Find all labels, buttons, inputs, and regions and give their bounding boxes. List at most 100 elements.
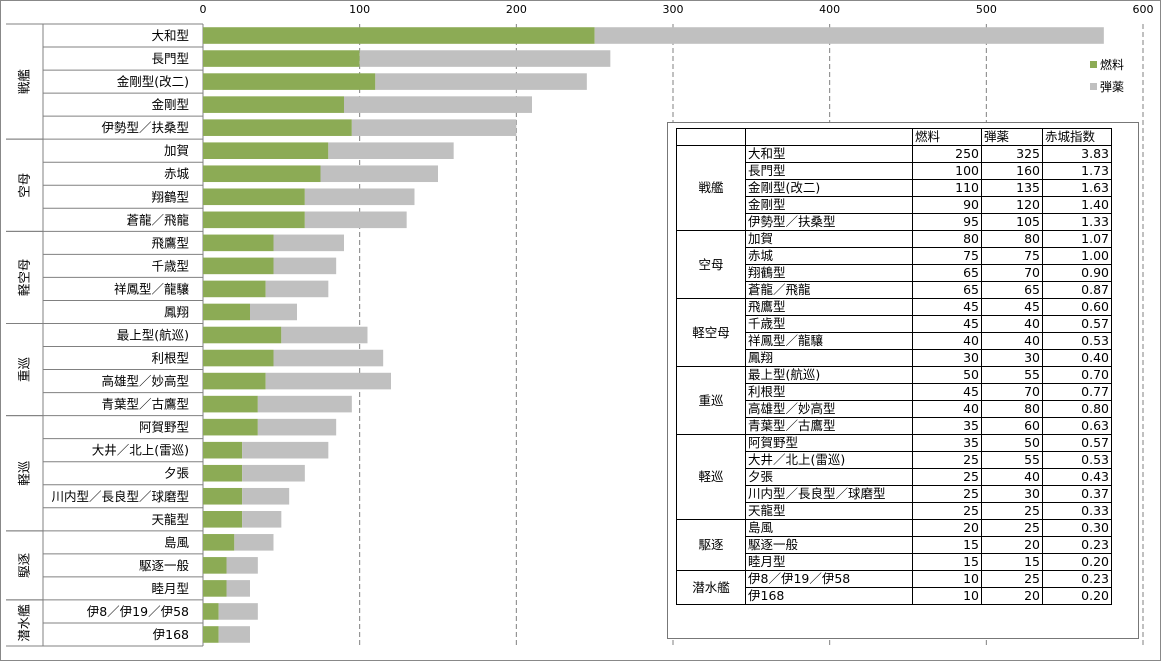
table-fuel-cell: 15: [912, 536, 982, 554]
bar-fuel: [203, 165, 321, 183]
category-label: 夕張: [164, 466, 190, 481]
table-ammo-cell: 55: [981, 366, 1043, 384]
bar-fuel: [203, 280, 266, 298]
table-name-cell: 川内型／長良型／球磨型: [745, 485, 913, 503]
table-row: 睦月型 15 15 0.20: [677, 553, 1112, 571]
table-ammo-cell: 60: [981, 417, 1043, 435]
table-ammo-cell: 55: [981, 451, 1043, 469]
table-fuel-cell: 25: [912, 502, 982, 520]
table-ammo-cell: 25: [981, 570, 1043, 588]
table-name-cell: 夕張: [745, 468, 913, 486]
bar-fuel: [203, 73, 376, 90]
table-fuel-cell: 40: [912, 400, 982, 418]
bar-fuel: [203, 418, 258, 436]
bar-ammo: [218, 603, 258, 620]
bar-fuel: [203, 211, 305, 229]
table-row: 金剛型(改二) 110 135 1.63: [677, 179, 1112, 197]
table-name-cell: 大和型: [745, 145, 913, 163]
bar-ammo: [273, 234, 344, 252]
group-label: 空母: [17, 173, 32, 198]
table-fuel-cell: 45: [912, 298, 982, 316]
bar-ammo: [594, 27, 1104, 44]
bar-fuel: [203, 580, 227, 597]
table-ammo-cell: 40: [981, 315, 1043, 333]
table-ammo-cell: 75: [981, 247, 1043, 265]
bar-ammo: [328, 142, 454, 159]
table-name-cell: 最上型(航巡): [745, 366, 913, 384]
table-name-cell: 青葉型／古鷹型: [745, 417, 913, 435]
table-row: 潜水艦 伊8／伊19／伊58 10 25 0.23: [676, 570, 1112, 605]
table-name-cell: 蒼龍／飛龍: [745, 281, 913, 299]
category-label: 天龍型: [151, 512, 189, 527]
table-header-fuel: 燃料: [912, 128, 982, 146]
table-ammo-cell: 325: [981, 145, 1043, 163]
table-fuel-cell: 100: [912, 162, 982, 180]
bar-ammo: [375, 73, 587, 90]
table-fuel-cell: 35: [912, 417, 982, 435]
table-index-cell: 0.87: [1042, 281, 1112, 299]
table-name-cell: 大井／北上(雷巡): [745, 451, 913, 469]
bar-fuel: [203, 119, 352, 136]
table-row: 軽巡 阿賀野型 35 50 0.57: [676, 434, 1112, 520]
table-fuel-cell: 50: [912, 366, 982, 384]
bar-fuel: [203, 188, 305, 206]
table-row: 重巡 最上型(航巡) 50 55 0.70: [676, 366, 1112, 435]
table-ammo-cell: 30: [981, 349, 1043, 367]
x-tick-label: 100: [349, 3, 370, 16]
bar-fuel: [203, 50, 360, 67]
table-fuel-cell: 45: [912, 383, 982, 401]
table-fuel-cell: 65: [912, 281, 982, 299]
bar-ammo: [242, 441, 329, 459]
bar-ammo: [226, 580, 250, 597]
category-label: 飛鷹型: [151, 235, 189, 250]
table-name-cell: 翔鶴型: [745, 264, 913, 282]
legend-label-ammo: 弾薬: [1100, 79, 1125, 94]
table-fuel-cell: 40: [912, 332, 982, 350]
table-index-cell: 1.63: [1042, 179, 1112, 197]
table-group-cell: 空母: [676, 230, 746, 299]
category-label: 睦月型: [151, 581, 189, 596]
table-group-cell: 駆逐: [676, 519, 746, 571]
category-label: 赤城: [164, 166, 190, 181]
table-index-cell: 0.30: [1042, 519, 1112, 537]
table-fuel-cell: 80: [912, 230, 982, 248]
legend-item-ammo: 弾薬: [1090, 78, 1124, 94]
table-fuel-cell: 25: [912, 485, 982, 503]
category-label: 川内型／長良型／球磨型: [51, 489, 189, 504]
table-index-cell: 3.83: [1042, 145, 1112, 163]
table-index-cell: 1.07: [1042, 230, 1112, 248]
category-label: 加賀: [164, 143, 189, 158]
table-ammo-cell: 45: [981, 298, 1043, 316]
table-row: 祥鳳型／龍驤 40 40 0.53: [677, 332, 1112, 350]
bar-ammo: [304, 188, 415, 206]
bar-fuel: [203, 372, 266, 390]
bar-fuel: [203, 303, 250, 321]
table-ammo-cell: 160: [981, 162, 1043, 180]
category-label: 祥鳳型／龍驤: [114, 281, 190, 296]
table-index-cell: 0.60: [1042, 298, 1112, 316]
table-name-cell: 駆逐一般: [745, 536, 913, 554]
table-ammo-cell: 105: [981, 213, 1043, 231]
table-row: 大井／北上(雷巡) 25 55 0.53: [677, 451, 1112, 469]
table-index-cell: 1.40: [1042, 196, 1112, 214]
category-label: 利根型: [151, 351, 189, 366]
bar-ammo: [344, 96, 532, 113]
category-label: 伊168: [153, 627, 189, 642]
group-label: 駆逐: [17, 552, 32, 578]
bar-fuel: [203, 257, 274, 275]
bar-fuel: [203, 142, 329, 159]
table-ammo-cell: 20: [981, 536, 1043, 554]
table-fuel-cell: 110: [912, 179, 982, 197]
bar-ammo: [218, 626, 250, 643]
category-label: 大和型: [151, 28, 189, 43]
table-name-cell: 睦月型: [745, 553, 913, 571]
table-header-group: [676, 128, 746, 146]
x-tick-label: 0: [200, 3, 207, 16]
table-index-cell: 0.53: [1042, 332, 1112, 350]
table-group-cell: 潜水艦: [676, 570, 746, 605]
table-index-cell: 0.53: [1042, 451, 1112, 469]
category-label: 金剛型(改二): [117, 74, 189, 89]
bar-ammo: [359, 50, 611, 67]
table-fuel-cell: 20: [912, 519, 982, 537]
category-label: 千歳型: [151, 258, 189, 273]
